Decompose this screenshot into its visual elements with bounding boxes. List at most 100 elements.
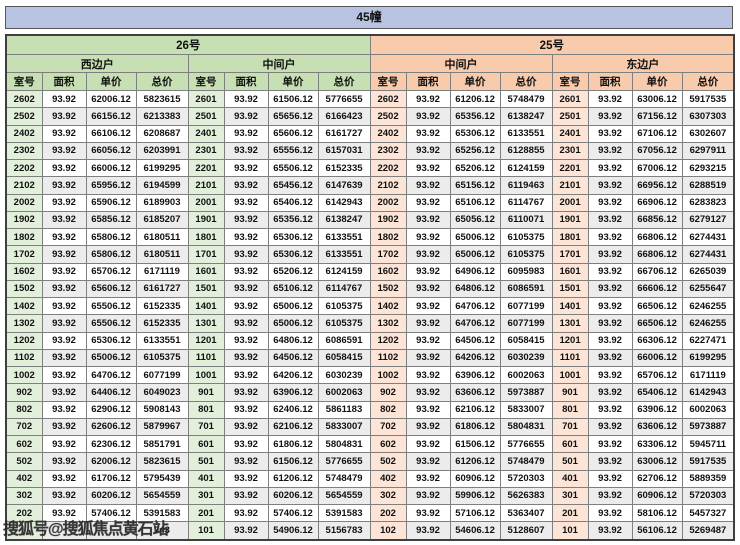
cell-total: 5973887 (681, 417, 735, 437)
col-header: 总价 (681, 72, 735, 91)
cell-total: 6208687 (135, 124, 189, 143)
cell-price: 57406.12 (267, 503, 319, 523)
col-header: 面积 (41, 72, 87, 91)
cell-room: 502 (5, 452, 43, 471)
cell-price: 61806.12 (267, 434, 319, 454)
cell-price: 64706.12 (85, 365, 137, 385)
cell-total: 6138247 (499, 107, 553, 126)
price-table: 26号 25号 西边户 中间户 中间户 东边户 室号 面积 单价 总价 室号 面积 单价 总价 室号 面积 单价… (5, 34, 736, 541)
cell-total: 5128607 (499, 521, 553, 541)
cell-area: 93.92 (223, 365, 269, 385)
cell-price: 66506.12 (631, 296, 683, 316)
cell-total: 6166423 (317, 107, 371, 126)
cell-price: 65706.12 (631, 365, 683, 385)
col-header: 面积 (587, 72, 633, 91)
cell-room: 1802 (369, 227, 407, 247)
cell-room: 2101 (551, 176, 589, 195)
cell-room: 1702 (5, 245, 43, 264)
cell-area: 93.92 (587, 331, 633, 350)
cell-price: 62606.12 (85, 417, 137, 437)
cell-room: 601 (187, 434, 225, 454)
cell-price: 65606.12 (267, 124, 319, 143)
table-row: 1202 93.92 65306.12 6133551 1201 93.92 64806.1… (5, 331, 735, 350)
cell-total: 6161727 (135, 279, 189, 299)
cell-area: 93.92 (223, 107, 269, 126)
cell-price: 61506.12 (267, 452, 319, 471)
cell-price: 61206.12 (449, 452, 501, 471)
cell-area: 93.92 (587, 348, 633, 368)
cell-area: 93.92 (41, 348, 87, 368)
col-header: 总价 (499, 72, 553, 91)
cell-total: 6114767 (499, 193, 553, 212)
cell-price: 65706.12 (85, 262, 137, 281)
cell-area: 93.92 (587, 314, 633, 333)
cell-total: 6049023 (135, 383, 189, 402)
cell-total: 6255647 (681, 279, 735, 299)
cell-total: 6274431 (681, 245, 735, 264)
cell-price: 64206.12 (449, 348, 501, 368)
cell-area: 93.92 (405, 486, 451, 506)
cell-price: 60906.12 (449, 469, 501, 488)
cell-price: 66056.12 (85, 141, 137, 161)
cell-price: 63006.12 (631, 89, 683, 109)
cell-area: 93.92 (405, 193, 451, 212)
cell-area: 93.92 (587, 245, 633, 264)
cell-room: 1602 (5, 262, 43, 281)
cell-price: 65306.12 (267, 227, 319, 247)
cell-price: 65006.12 (267, 314, 319, 333)
cell-price: 57406.12 (85, 503, 137, 523)
cell-room: 1501 (551, 279, 589, 299)
cell-room: 1601 (551, 262, 589, 281)
cell-room: 2202 (5, 158, 43, 178)
cell-room: 401 (551, 469, 589, 488)
cell-area: 93.92 (41, 314, 87, 333)
cell-price: 65306.12 (85, 331, 137, 350)
cell-room: 1401 (187, 296, 225, 316)
table-row: 743 101 93.92 54906.12 5156783 102 93.92 54606.… (5, 521, 735, 541)
cell-price: 65956.12 (85, 176, 137, 195)
cell-area: 93.92 (405, 210, 451, 230)
cell-total: 6227471 (681, 331, 735, 350)
cell-area: 93.92 (405, 107, 451, 126)
cell-room: 1502 (5, 279, 43, 299)
cell-price: 65306.12 (267, 245, 319, 264)
cell-price: 65056.12 (449, 210, 501, 230)
cell-area: 93.92 (41, 227, 87, 247)
col-header: 室号 (551, 72, 589, 91)
cell-area: 93.92 (405, 521, 451, 541)
cell-price: 61206.12 (267, 469, 319, 488)
cell-area: 93.92 (587, 365, 633, 385)
cell-room: 2201 (551, 158, 589, 178)
cell-total: 5879967 (135, 417, 189, 437)
cell-room: 201 (551, 503, 589, 523)
cell-price: 64706.12 (449, 314, 501, 333)
cell-room: 1701 (187, 245, 225, 264)
table-row: 402 93.92 61706.12 5795439 401 93.92 61206.12 5… (5, 469, 735, 488)
cell-total: 6086591 (499, 279, 553, 299)
cell-price: 66156.12 (85, 107, 137, 126)
cell-area: 93.92 (405, 469, 451, 488)
cell-total: 6180511 (135, 245, 189, 264)
col-header: 单价 (449, 72, 501, 91)
cell-room: 2102 (369, 176, 407, 195)
cell-area: 93.92 (223, 417, 269, 437)
cell-total: 5720303 (499, 469, 553, 488)
col-header: 室号 (5, 72, 43, 91)
cell-room: 1401 (551, 296, 589, 316)
table-row: 2602 93.92 62006.12 5823615 2601 93.92 61506.1… (5, 89, 735, 109)
cell-area: 93.92 (587, 296, 633, 316)
cell-price: 62906.12 (85, 400, 137, 419)
cell-total: 6002063 (317, 383, 371, 402)
cell-room: 1102 (369, 348, 407, 368)
cell-price: 65506.12 (85, 314, 137, 333)
cell-area: 93.92 (41, 158, 87, 178)
cell-price: 66506.12 (631, 314, 683, 333)
cell-room: 602 (5, 434, 43, 454)
cell-room: 1302 (369, 314, 407, 333)
cell-price: 65906.12 (85, 193, 137, 212)
cell-room: 302 (369, 486, 407, 506)
cell-total: 5391583 (135, 503, 189, 523)
cell-total: 6058415 (499, 331, 553, 350)
cell-area: 93.92 (405, 365, 451, 385)
cell-total: 5654559 (317, 486, 371, 506)
